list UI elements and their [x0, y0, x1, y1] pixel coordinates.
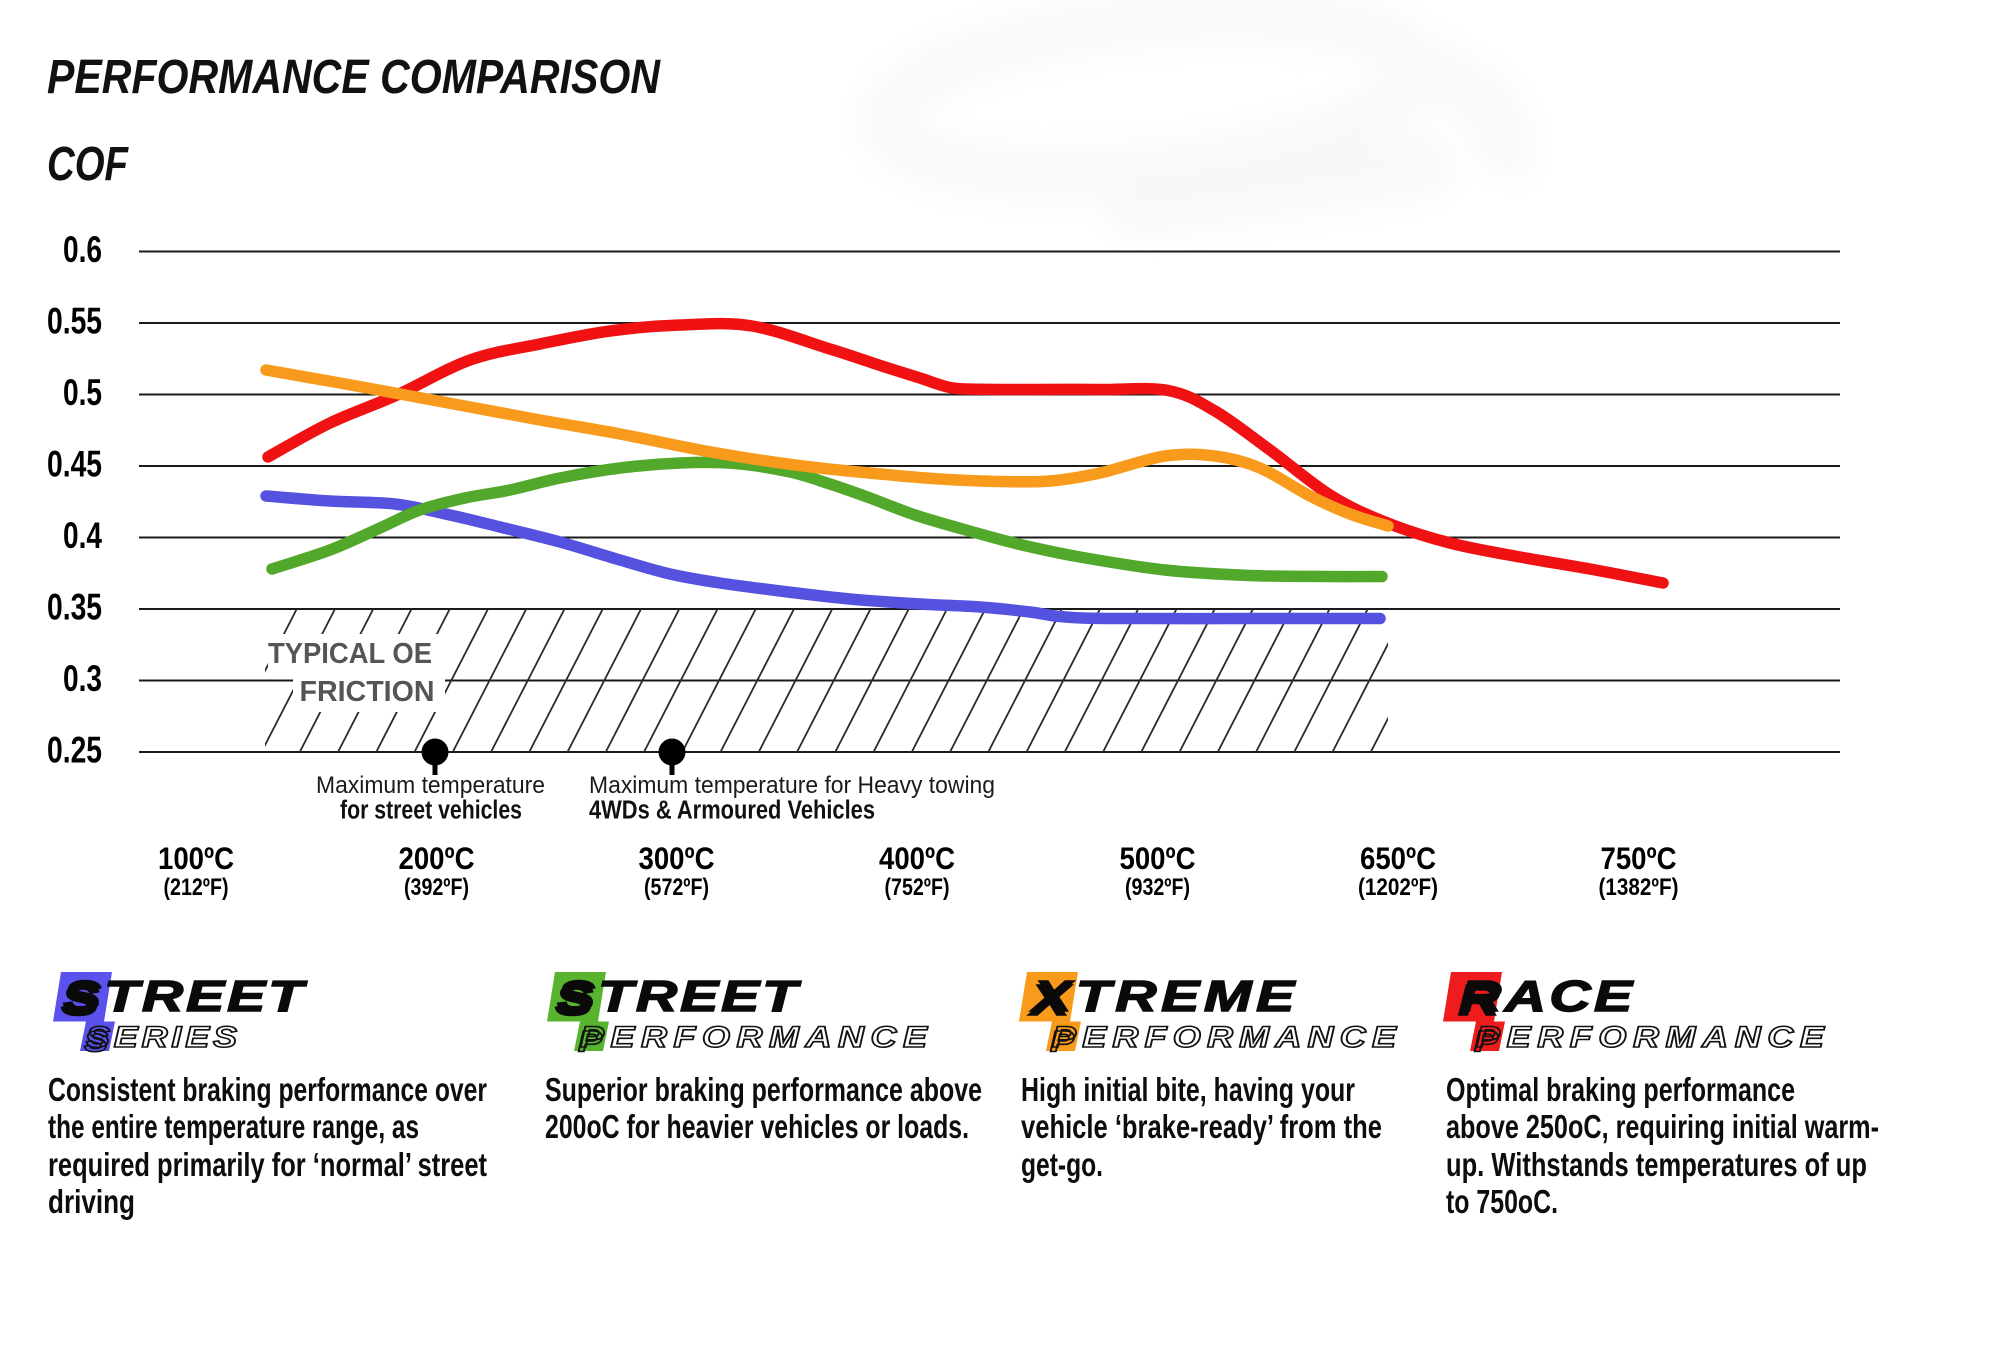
svg-text:S: S	[84, 1025, 112, 1058]
svg-text:RACE: RACE	[1460, 971, 1636, 1020]
svg-text:(1202ºF): (1202ºF)	[1358, 874, 1438, 901]
svg-text:0.35: 0.35	[47, 587, 102, 628]
svg-text:200ºC: 200ºC	[399, 840, 475, 876]
svg-text:100ºC: 100ºC	[158, 840, 234, 876]
svg-text:P: P	[1474, 1025, 1505, 1058]
svg-text:400ºC: 400ºC	[879, 840, 955, 876]
svg-text:0.25: 0.25	[47, 730, 102, 771]
svg-text:Maximum temperature: Maximum temperature	[316, 772, 545, 799]
svg-text:COF: COF	[47, 138, 129, 191]
svg-text:SERIES: SERIES	[86, 1021, 241, 1054]
svg-text:vehicle ‘brake-ready’ from the: vehicle ‘brake-ready’ from the	[1021, 1108, 1382, 1145]
svg-text:0.5: 0.5	[63, 372, 102, 413]
svg-text:TYPICAL OE: TYPICAL OE	[268, 638, 432, 670]
svg-text:0.6: 0.6	[63, 229, 102, 270]
svg-text:FRICTION: FRICTION	[300, 676, 435, 708]
svg-text:STREET: STREET	[63, 971, 307, 1020]
svg-text:(392ºF): (392ºF)	[404, 874, 469, 901]
svg-text:driving: driving	[48, 1183, 135, 1220]
svg-text:300ºC: 300ºC	[639, 840, 715, 876]
svg-text:Optimal braking performance: Optimal braking performance	[1446, 1071, 1795, 1108]
svg-text:(932ºF): (932ºF)	[1125, 874, 1190, 901]
svg-text:P: P	[578, 1025, 609, 1058]
svg-text:(1382ºF): (1382ºF)	[1599, 874, 1679, 901]
svg-text:500ºC: 500ºC	[1120, 840, 1196, 876]
svg-text:STREET: STREET	[557, 971, 801, 1020]
svg-text:750ºC: 750ºC	[1601, 840, 1677, 876]
svg-text:PERFORMANCE: PERFORMANCE	[1476, 1021, 1831, 1054]
svg-text:0.55: 0.55	[47, 301, 102, 342]
svg-text:4WDs & Armoured Vehicles: 4WDs & Armoured Vehicles	[589, 797, 875, 825]
svg-text:up. Withstands temperatures of: up. Withstands temperatures of up	[1446, 1146, 1867, 1183]
svg-text:above 250oC, requiring initial: above 250oC, requiring initial warm-	[1446, 1108, 1879, 1145]
svg-text:R: R	[1458, 975, 1503, 1024]
svg-text:(572ºF): (572ºF)	[644, 874, 709, 901]
svg-text:0.45: 0.45	[47, 444, 102, 485]
svg-text:Maximum temperature for Heavy: Maximum temperature for Heavy towing	[589, 772, 995, 799]
svg-text:get-go.: get-go.	[1021, 1146, 1103, 1183]
svg-text:S: S	[555, 975, 596, 1024]
svg-text:required primarily for ‘normal: required primarily for ‘normal’ street	[48, 1146, 487, 1183]
svg-text:P: P	[1050, 1025, 1080, 1058]
svg-text:200oC for heavier vehicles or: 200oC for heavier vehicles or loads.	[545, 1108, 969, 1145]
svg-text:PERFORMANCE COMPARISON: PERFORMANCE COMPARISON	[47, 51, 661, 104]
svg-text:the entire temperature range,: the entire temperature range, as	[48, 1108, 419, 1145]
svg-text:High initial bite, having your: High initial bite, having your	[1021, 1071, 1355, 1108]
svg-text:Superior braking performance a: Superior braking performance above	[545, 1071, 982, 1108]
svg-text:S: S	[61, 975, 102, 1024]
svg-text:650ºC: 650ºC	[1360, 840, 1436, 876]
svg-text:for street vehicles: for street vehicles	[340, 797, 522, 825]
svg-text:(212ºF): (212ºF)	[164, 874, 229, 901]
svg-text:0.4: 0.4	[63, 515, 102, 556]
svg-text:0.3: 0.3	[63, 658, 102, 699]
svg-text:to 750oC.: to 750oC.	[1446, 1183, 1558, 1220]
svg-text:PERFORMANCE: PERFORMANCE	[1052, 1021, 1402, 1054]
svg-text:XTREME: XTREME	[1030, 971, 1299, 1020]
svg-text:Consistent braking performance: Consistent braking performance over	[48, 1071, 487, 1108]
svg-text:X: X	[1028, 975, 1074, 1024]
svg-text:PERFORMANCE: PERFORMANCE	[580, 1021, 933, 1054]
svg-text:(752ºF): (752ºF)	[885, 874, 950, 901]
